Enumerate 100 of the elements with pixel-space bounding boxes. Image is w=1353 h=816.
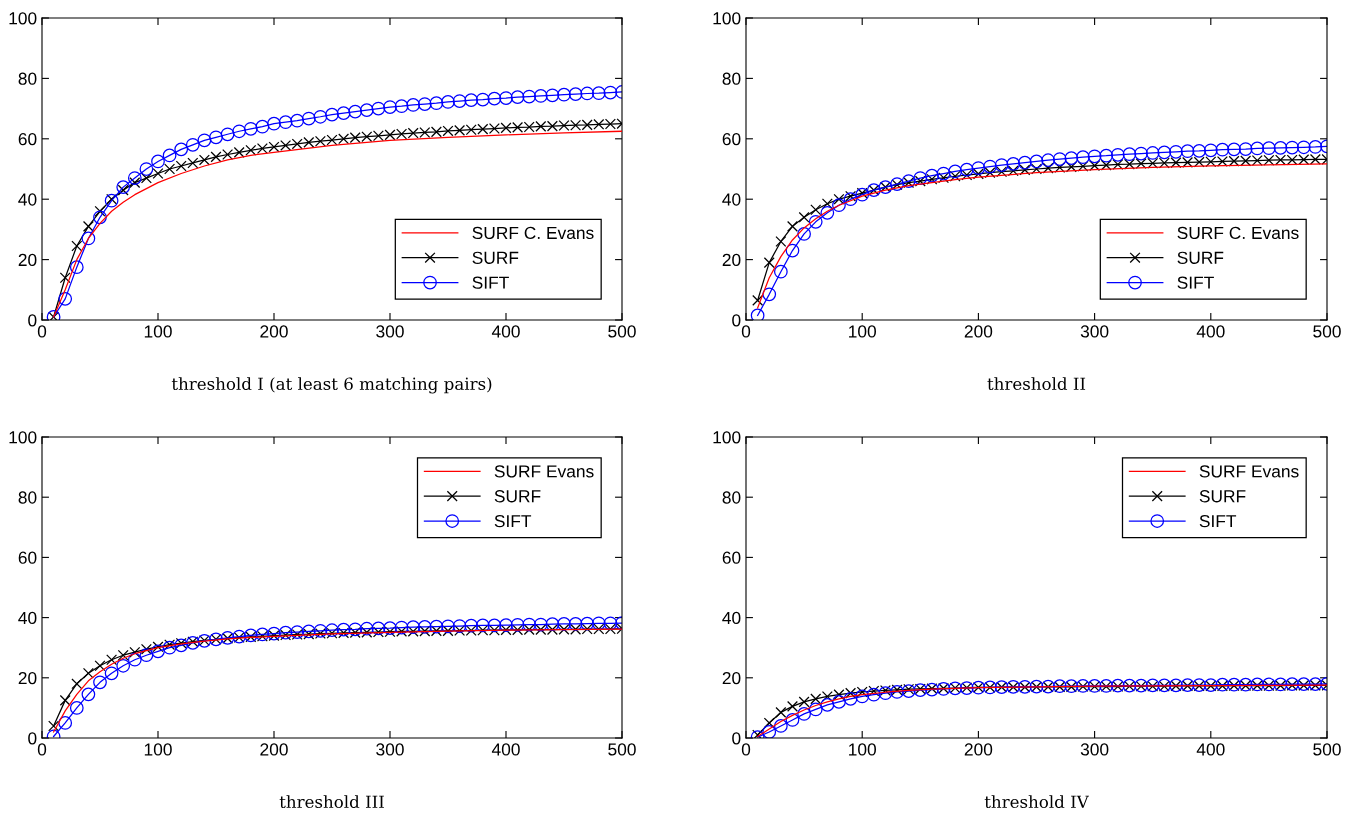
point: [533, 89, 548, 103]
point: [763, 257, 775, 269]
point: [129, 177, 141, 189]
point: [810, 204, 822, 216]
point: [820, 205, 835, 220]
point: [290, 113, 305, 128]
point: [106, 654, 118, 666]
point: [773, 264, 788, 279]
point: [557, 87, 571, 102]
y-tick-label: 60: [722, 551, 741, 564]
point: [175, 160, 187, 172]
point: [1169, 144, 1183, 159]
y-tick-label: 60: [18, 551, 37, 564]
point: [959, 162, 974, 177]
point: [750, 308, 765, 320]
legend-label: SURF: [1177, 251, 1224, 264]
legend-label: SURF Evans: [494, 465, 594, 478]
point: [843, 691, 858, 706]
x-tick-label: 300: [1080, 743, 1109, 756]
point: [464, 618, 479, 633]
point: [568, 87, 583, 101]
point: [152, 168, 164, 180]
point: [1018, 155, 1032, 170]
legend-label: SIFT: [1177, 276, 1214, 289]
point: [785, 243, 800, 258]
point: [82, 667, 94, 679]
point: [499, 618, 513, 632]
point: [58, 716, 73, 730]
x-tick-label: 200: [964, 743, 993, 756]
point: [833, 193, 845, 205]
point: [209, 130, 223, 145]
point: [1099, 148, 1114, 163]
point: [336, 106, 351, 121]
point: [1157, 145, 1172, 160]
point: [383, 100, 397, 114]
point: [187, 157, 199, 169]
point: [58, 291, 73, 306]
point: [785, 713, 800, 727]
point: [545, 617, 560, 632]
point: [164, 163, 176, 175]
y-tick-label: 20: [722, 671, 741, 685]
x-tick-label: 0: [741, 743, 751, 756]
point: [971, 161, 986, 175]
point: [557, 617, 571, 631]
point: [499, 91, 513, 105]
point: [162, 148, 177, 163]
point: [1262, 141, 1276, 156]
x-tick-label: 400: [1196, 743, 1225, 756]
point: [220, 127, 235, 142]
point: [117, 649, 129, 661]
point: [1110, 147, 1125, 162]
point: [452, 619, 467, 633]
point: [1296, 140, 1311, 155]
point: [591, 86, 606, 101]
point: [117, 184, 129, 196]
x-tick-label: 200: [964, 325, 993, 338]
y-tick-label: 100: [713, 431, 741, 444]
point: [69, 701, 84, 715]
legend-label: SURF C. Evans: [472, 226, 594, 240]
y-tick-label: 80: [18, 491, 37, 504]
y-tick-label: 100: [9, 12, 37, 25]
point: [116, 658, 131, 673]
legend-label: SURF: [1199, 490, 1246, 503]
point: [93, 675, 107, 690]
point: [1076, 150, 1090, 165]
point: [464, 93, 479, 108]
y-tick-label: 40: [18, 193, 37, 206]
point: [510, 90, 525, 104]
point: [1273, 140, 1288, 155]
x-axis-title: threshold III: [279, 795, 384, 809]
point: [475, 92, 490, 107]
point: [820, 698, 835, 712]
point: [139, 648, 154, 663]
x-tick-label: 300: [376, 743, 404, 756]
point: [441, 95, 455, 109]
legend-label: SURF C. Evans: [1177, 226, 1299, 240]
point: [1006, 156, 1021, 171]
point: [185, 137, 200, 152]
x-tick-label: 200: [260, 325, 288, 338]
point: [983, 159, 997, 174]
x-axis-title: threshold IV: [984, 795, 1089, 809]
point: [93, 210, 107, 225]
point: [1134, 146, 1148, 161]
point: [1087, 149, 1102, 164]
point: [104, 666, 119, 681]
point: [545, 88, 560, 103]
point: [603, 85, 618, 100]
y-tick-label: 20: [18, 253, 37, 267]
point: [832, 695, 846, 709]
point: [1029, 154, 1044, 169]
point: [255, 119, 270, 134]
point: [1250, 141, 1265, 156]
x-tick-label: 0: [37, 743, 47, 756]
point: [808, 214, 823, 229]
x-tick-label: 500: [1313, 743, 1341, 756]
point: [348, 104, 363, 119]
point: [127, 652, 142, 667]
x-tick-label: 100: [849, 743, 877, 756]
point: [763, 717, 775, 729]
point: [762, 287, 777, 302]
